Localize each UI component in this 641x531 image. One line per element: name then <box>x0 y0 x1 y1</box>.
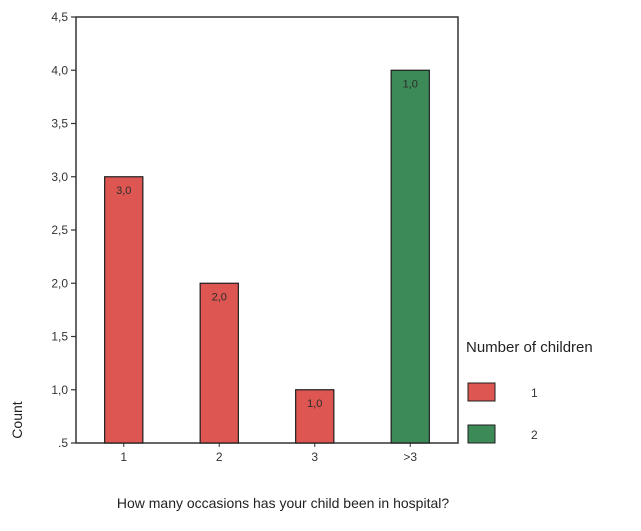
data-label: 3,0 <box>116 185 131 197</box>
bar <box>295 389 335 444</box>
bar <box>199 282 239 444</box>
legend-title: Number of children <box>466 339 593 356</box>
y-tick-label: 4,5 <box>51 10 68 24</box>
data-label: 2,0 <box>212 291 227 303</box>
y-tick-label: 1,0 <box>51 383 68 397</box>
bars-group <box>104 69 430 444</box>
legend: Number of children 1 2 <box>466 339 593 444</box>
x-tick-label: >3 <box>403 450 417 464</box>
y-tick-label: 2,0 <box>51 276 68 290</box>
x-tick-label: 2 <box>216 450 223 464</box>
x-axis: 1 2 3 >3 <box>120 443 417 464</box>
bar <box>390 69 430 444</box>
data-label: 1,0 <box>403 78 418 90</box>
y-tick-label: 3,0 <box>51 170 68 184</box>
y-tick-label: 3,5 <box>51 117 68 131</box>
y-tick-label: .5 <box>58 436 68 450</box>
y-tick-label: 4,0 <box>51 63 68 77</box>
legend-label: 1 <box>531 386 538 400</box>
data-label: 1,0 <box>307 398 322 410</box>
y-tick-label: 1,5 <box>51 330 68 344</box>
data-labels-group: 3,0 2,0 1,0 1,0 <box>116 78 418 410</box>
x-axis-label: How many occasions has your child been i… <box>117 495 450 511</box>
legend-swatch <box>467 382 496 402</box>
y-axis: .5 1,0 1,5 2,0 2,5 3,0 3,5 4,0 4,5 <box>51 10 76 450</box>
y-tick-label: 2,5 <box>51 223 68 237</box>
legend-label: 2 <box>531 428 538 442</box>
x-tick-label: 3 <box>311 450 318 464</box>
y-axis-label: Count <box>9 401 25 438</box>
x-tick-label: 1 <box>120 450 127 464</box>
legend-swatch <box>467 424 496 444</box>
bar <box>104 176 144 444</box>
